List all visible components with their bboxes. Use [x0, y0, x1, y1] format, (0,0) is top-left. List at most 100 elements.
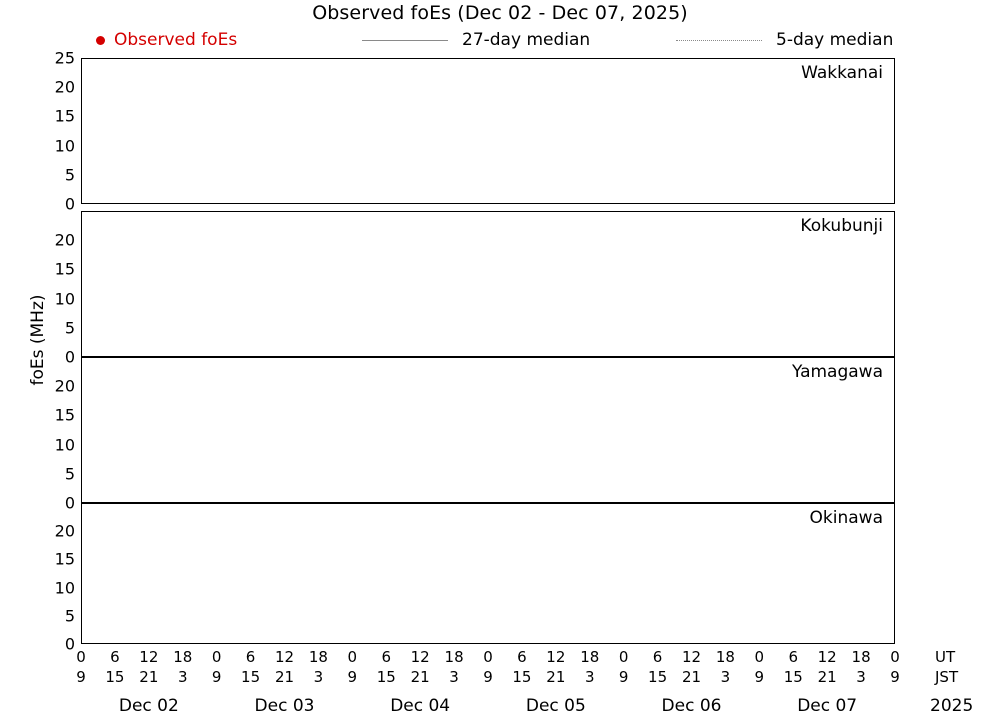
y-tick-label: 0 [64, 194, 75, 214]
x-tick-label-jst: 15 [648, 668, 668, 686]
day-label: Dec 07 [797, 696, 858, 714]
panel-frame [81, 211, 895, 357]
solid-line-icon [362, 39, 448, 41]
x-tick-label-ut: 18 [715, 648, 735, 666]
x-tick-label-ut: 12 [410, 648, 430, 666]
x-tick-label-jst: 9 [211, 668, 222, 686]
panel-frame [81, 503, 895, 644]
panel-kokubunji: 0 5 10 15 20 Kokubunji [55, 211, 895, 367]
legend-label-5day: 5-day median [776, 30, 894, 50]
jst-row-label: JST [935, 668, 959, 686]
x-tick-label-ut: 18 [308, 648, 328, 666]
y-tick-label: 20 [54, 230, 75, 250]
station-label-kokubunji: Kokubunji [800, 216, 883, 236]
y-tick-label: 10 [54, 435, 75, 455]
y-tick-label: 5 [64, 606, 75, 626]
x-tick-label-jst: 21 [274, 668, 295, 686]
x-tick-label-ut: 12 [274, 648, 295, 666]
x-tick-label-jst: 3 [177, 668, 188, 686]
x-tick-label-ut: 18 [580, 648, 600, 666]
x-tick-label-jst: 21 [546, 668, 566, 686]
legend-label-27day: 27-day median [462, 30, 591, 50]
y-tick-label: 0 [64, 634, 75, 654]
x-tick-label-ut: 0 [890, 648, 900, 666]
x-tick-label-jst: 15 [512, 668, 532, 686]
x-tick-label-jst: 21 [410, 668, 430, 686]
ut-row-label: UT [935, 648, 956, 666]
legend-label-observed: Observed foEs [114, 30, 238, 50]
panel-wakkanai: 0 5 10 15 20 25 Wakkanai [55, 49, 895, 214]
station-label-wakkanai: Wakkanai [801, 63, 883, 83]
y-tick-label: 20 [54, 521, 75, 541]
x-tick-label-ut: 0 [211, 648, 222, 666]
x-tick-label-ut: 0 [618, 648, 629, 666]
day-label: Dec 02 [118, 696, 179, 714]
x-tick-label-ut: 6 [381, 648, 392, 666]
y-tick-label: 0 [64, 493, 75, 513]
x-tick-label-ut: 0 [754, 648, 765, 666]
y-tick-label: 10 [54, 289, 75, 309]
x-tick-label-jst: 21 [681, 668, 702, 686]
y-tick-label: 15 [54, 259, 75, 279]
x-tick-label-jst: 15 [783, 668, 803, 686]
x-tick-label-jst: 3 [313, 668, 324, 686]
legend-item-observed: Observed foEs [96, 28, 237, 52]
x-tick-label-ut: 18 [851, 648, 871, 666]
day-label: Dec 03 [254, 696, 315, 714]
x-tick-label-ut: 12 [681, 648, 702, 666]
x-tick-label-jst: 3 [720, 668, 731, 686]
day-label: Dec 06 [661, 696, 722, 714]
x-tick-label-jst: 9 [618, 668, 629, 686]
chart-title: Observed foEs (Dec 02 - Dec 07, 2025) [312, 2, 688, 24]
x-tick-label-jst: 21 [139, 668, 159, 686]
x-tick-label-jst: 9 [76, 668, 86, 686]
x-tick-label-jst: 3 [584, 668, 595, 686]
panel-okinawa: 0 5 10 15 20 Okinawa [55, 503, 895, 654]
y-tick-label: 20 [54, 77, 75, 97]
y-tick-label: 10 [54, 578, 75, 598]
y-tick-label: 5 [64, 318, 75, 338]
chart-legend: Observed foEs 27-day median 5-day median [0, 28, 1000, 52]
y-tick-label: 15 [54, 106, 75, 126]
x-tick-label-ut: 6 [517, 648, 527, 666]
y-tick-label: 0 [64, 347, 75, 367]
x-tick-label-jst: 21 [817, 668, 837, 686]
x-tick-label-jst: 9 [347, 668, 358, 686]
x-tick-label-ut: 18 [444, 648, 464, 666]
x-tick-label-jst: 9 [483, 668, 493, 686]
x-tick-label-ut: 0 [483, 648, 493, 666]
y-tick-label: 20 [54, 376, 75, 396]
day-label: Dec 04 [390, 696, 451, 714]
x-tick-label-jst: 15 [105, 668, 125, 686]
panel-frame [81, 58, 895, 204]
x-tick-label-jst: 3 [856, 668, 866, 686]
x-tick-label-ut: 6 [652, 648, 663, 666]
y-tick-label: 10 [54, 136, 75, 156]
station-label-okinawa: Okinawa [809, 508, 883, 528]
legend-item-5day: 5-day median [676, 28, 893, 52]
x-tick-label-jst: 9 [890, 668, 900, 686]
x-tick-label-jst: 15 [241, 668, 261, 686]
x-tick-label-jst: 15 [376, 668, 396, 686]
x-tick-label-ut: 0 [76, 648, 86, 666]
legend-item-27day: 27-day median [362, 28, 590, 52]
station-label-yamagawa: Yamagawa [792, 362, 883, 382]
panel-yamagawa: 0 5 10 15 20 Yamagawa [55, 357, 895, 513]
y-tick-label: 5 [64, 165, 75, 185]
y-tick-label: 15 [54, 549, 75, 569]
panel-frame [81, 357, 895, 503]
x-tick-label-jst: 3 [449, 668, 459, 686]
x-tick-label-ut: 12 [546, 648, 566, 666]
year-label: 2025 [930, 696, 974, 714]
x-tick-label-ut: 18 [173, 648, 193, 666]
x-tick-label-ut: 12 [817, 648, 837, 666]
x-tick-label-ut: 6 [245, 648, 256, 666]
dotted-line-icon [676, 39, 762, 41]
day-label: Dec 05 [525, 696, 586, 714]
x-tick-label-jst: 9 [754, 668, 765, 686]
x-tick-label-ut: 12 [139, 648, 159, 666]
x-tick-label-ut: 6 [788, 648, 799, 666]
y-axis-title: foEs (MHz) [28, 294, 48, 386]
x-tick-label-ut: 6 [110, 648, 120, 666]
y-tick-label: 5 [64, 464, 75, 484]
